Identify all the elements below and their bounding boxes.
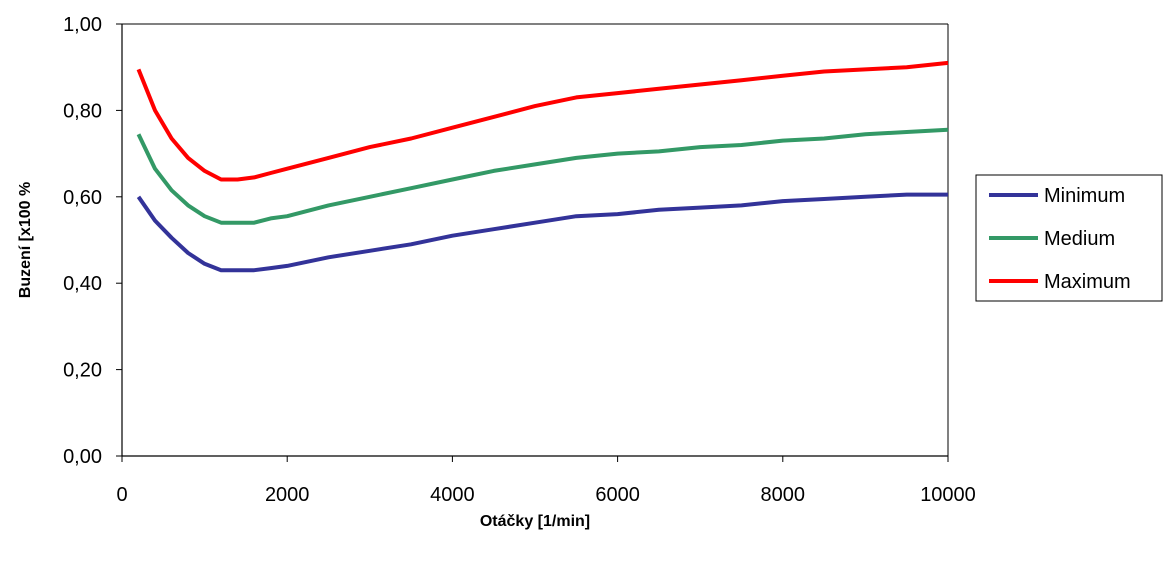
y-axis: 0,00 0,20 0,40 0,60 0,80 1,00 xyxy=(63,14,123,468)
legend-label-minimum: Minimum xyxy=(1044,185,1125,207)
y-tick-label: 1,00 xyxy=(63,14,102,36)
x-tick-label: 10000 xyxy=(920,484,976,506)
plot-area xyxy=(122,23,949,456)
x-tick-label: 6000 xyxy=(595,484,640,506)
legend-label-medium: Medium xyxy=(1044,228,1115,250)
x-tick-label: 8000 xyxy=(761,484,806,506)
legend: Minimum Medium Maximum xyxy=(975,174,1163,302)
y-tick-label: 0,80 xyxy=(63,100,102,122)
y-axis-title: Buzení [x100 % xyxy=(17,182,34,298)
series-lines xyxy=(136,60,949,273)
series-line-minimum xyxy=(136,192,948,273)
y-tick-label: 0,40 xyxy=(63,273,102,295)
legend-label-maximum: Maximum xyxy=(1044,271,1131,293)
x-axis-title: Otáčky [1/min] xyxy=(480,513,590,530)
x-tick-label: 4000 xyxy=(430,484,475,506)
y-tick-label: 0,00 xyxy=(63,446,102,468)
y-tick-label: 0,60 xyxy=(63,187,102,209)
series-line-maximum xyxy=(136,60,949,182)
x-tick-label: 2000 xyxy=(265,484,310,506)
y-tick-label: 0,20 xyxy=(63,360,102,382)
x-tick-label: 0 xyxy=(116,484,127,506)
series-line-medium xyxy=(136,127,949,225)
x-axis: 0 2000 4000 6000 8000 10000 xyxy=(116,455,976,506)
